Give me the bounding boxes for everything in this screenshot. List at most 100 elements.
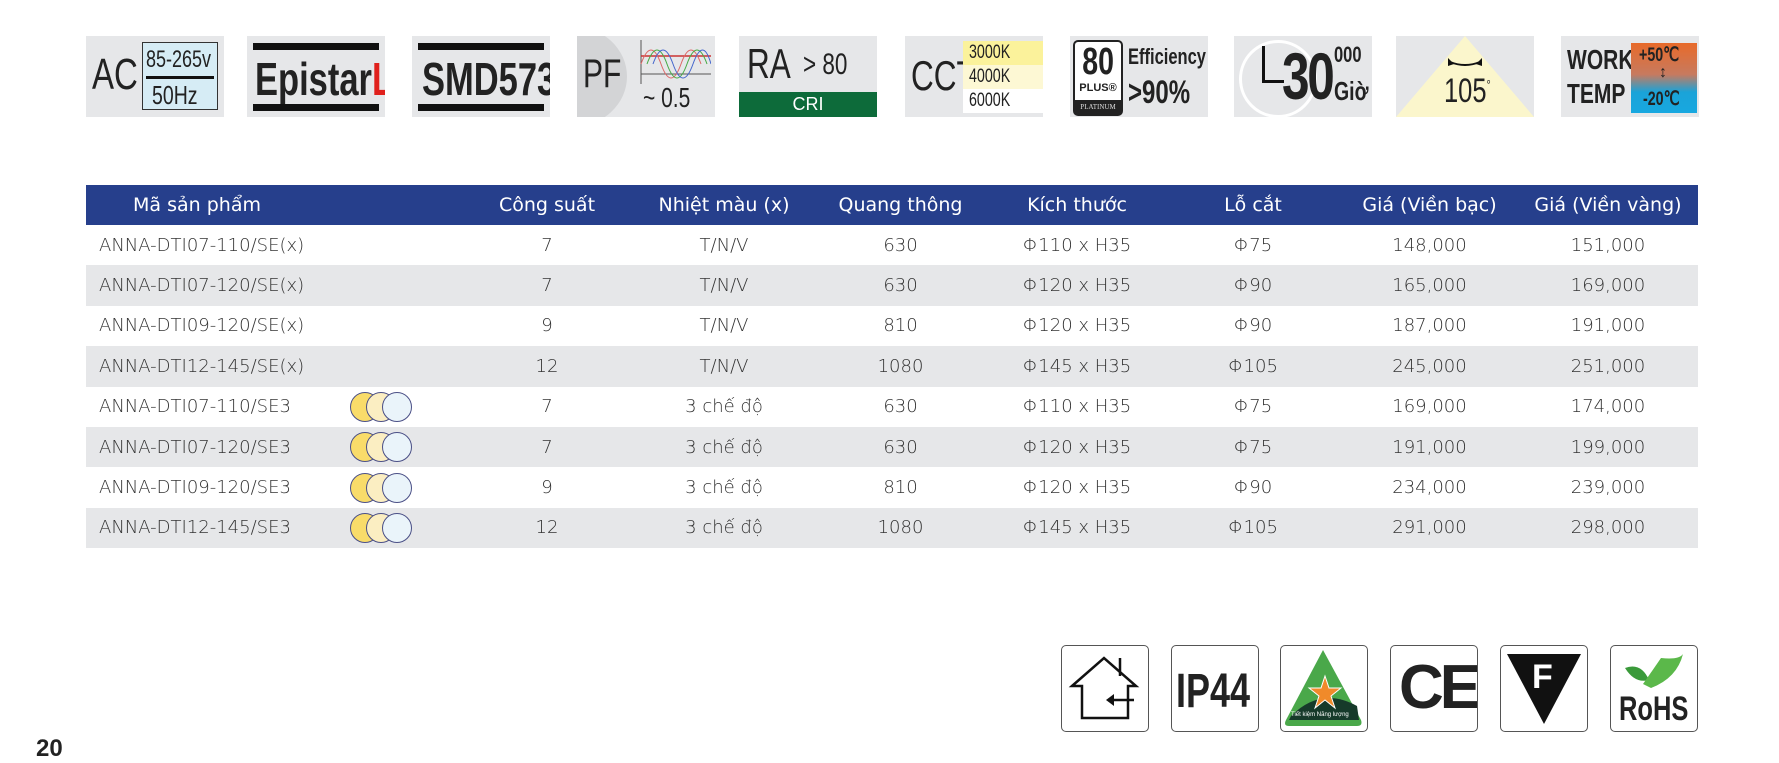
cell-power: 7 bbox=[458, 265, 636, 306]
cell-price-gold: 239,000 bbox=[1570, 477, 1646, 499]
beam-cone-icon bbox=[1396, 36, 1534, 117]
cell-price-silver: 165,000 bbox=[1341, 265, 1518, 306]
cell-price-gold: 251,000 bbox=[1518, 346, 1698, 387]
pf-value: ~ 0.5 bbox=[643, 82, 691, 113]
voltage-range: 85-265v bbox=[146, 46, 212, 73]
cell-power: 7 bbox=[541, 396, 553, 418]
lifetime-thousands: 000 bbox=[1334, 42, 1362, 67]
cell-size: Φ120 x H35 bbox=[1022, 315, 1132, 337]
cell-color-temp: 3 chế độ bbox=[636, 507, 812, 549]
cell-size: Φ145 x H35 bbox=[989, 346, 1165, 387]
clock-icon bbox=[1239, 40, 1317, 117]
table-row: ANNA-DTI09-120/SE(x) 9 T/N/V 810 Φ120 x H35 Φ… bbox=[86, 306, 1698, 346]
cell-price-silver: 234,000 bbox=[1392, 477, 1467, 499]
temp-label: TEMP bbox=[1567, 78, 1626, 109]
beam-angle-badge: 105° bbox=[1396, 36, 1534, 117]
header-power: Công suất bbox=[458, 185, 636, 225]
ra-label: RA bbox=[747, 40, 791, 87]
cell-lumen: 1080 bbox=[812, 346, 989, 387]
ac-label: AC bbox=[92, 50, 138, 99]
cell-price-gold: 151,000 bbox=[1570, 234, 1646, 256]
cell-cutout: Φ90 bbox=[1233, 477, 1273, 499]
cell-price-silver: 191,000 bbox=[1341, 426, 1518, 468]
table-row: ANNA-DTI12-145/SE3 12 3 chế độ 1080 Φ145 x H… bbox=[86, 507, 1698, 549]
chip-label: SMD5730 bbox=[422, 53, 550, 105]
cell-lumen: 630 bbox=[812, 265, 989, 306]
pf-label: PF bbox=[583, 52, 622, 96]
header-cutout: Lỗ cắt bbox=[1165, 185, 1341, 225]
work-label: WORK bbox=[1567, 44, 1634, 75]
cell-size: Φ120 x H35 bbox=[989, 426, 1165, 468]
table-row: ANNA-DTI07-120/SE3 7 3 chế độ 630 Φ120 x H35… bbox=[86, 426, 1698, 468]
cell-cutout: Φ75 bbox=[1233, 234, 1273, 256]
cell-price-silver: 245,000 bbox=[1341, 346, 1518, 387]
work-temp-badge: WORK TEMP +50℃ ↕ -20℃ bbox=[1561, 36, 1699, 117]
cell-lumen: 1080 bbox=[812, 507, 989, 549]
cell-color-modes bbox=[308, 346, 458, 387]
cell-price-silver: 291,000 bbox=[1341, 507, 1518, 549]
page-number: 20 bbox=[36, 735, 63, 762]
cell-color-modes bbox=[308, 426, 458, 468]
class-ii-indoor-cert-icon bbox=[1061, 645, 1149, 732]
header-lumen: Quang thông bbox=[812, 185, 989, 225]
cell-color-modes bbox=[308, 225, 458, 265]
table-row: ANNA-DTI12-145/SE(x) 12 T/N/V 1080 Φ145 x H3… bbox=[86, 346, 1698, 387]
cct-badge: CCT 3000K 4000K 6000K bbox=[905, 36, 1043, 117]
cell-size: Φ110 x H35 bbox=[1022, 396, 1132, 418]
cell-lumen: 810 bbox=[883, 315, 918, 337]
temp-min: -20℃ bbox=[1643, 89, 1680, 110]
rohs-cert: RoHS bbox=[1610, 645, 1698, 732]
cell-color-modes bbox=[308, 387, 458, 427]
beam-angle-value: 105° bbox=[1444, 72, 1491, 110]
table-row: ANNA-DTI07-120/SE(x) 7 T/N/V 630 Φ120 x H35 Φ… bbox=[86, 265, 1698, 306]
epistar-led-badge: EpistarLED bbox=[247, 36, 385, 117]
epistar-logo: EpistarLED bbox=[255, 53, 385, 105]
header-price-silver: Giá (Viền bạc) bbox=[1341, 185, 1518, 225]
cell-cutout: Φ90 bbox=[1233, 315, 1273, 337]
cell-product-code: ANNA-DTI09-120/SE(x) bbox=[99, 315, 305, 337]
tri-color-icon bbox=[350, 472, 416, 503]
cell-color-modes bbox=[308, 306, 458, 346]
table-header-row: Mã sản phẩm Công suất Nhiệt màu (x) Quan… bbox=[86, 185, 1698, 225]
frequency: 50Hz bbox=[152, 80, 198, 110]
temp-max: +50℃ bbox=[1639, 45, 1680, 66]
ip44-cert: IP44 bbox=[1171, 645, 1259, 732]
cell-power: 9 bbox=[541, 477, 553, 499]
cell-cutout: Φ75 bbox=[1233, 396, 1273, 418]
f-mark-cert: F bbox=[1500, 645, 1588, 732]
tri-color-icon bbox=[350, 391, 416, 422]
ra-value: > 80 bbox=[803, 48, 848, 81]
cell-price-silver: 169,000 bbox=[1392, 396, 1467, 418]
cell-cutout: Φ105 bbox=[1165, 346, 1341, 387]
cri-band: CRI bbox=[739, 92, 877, 117]
cell-color-temp: 3 chế độ bbox=[685, 477, 763, 499]
cell-color-modes bbox=[308, 507, 458, 549]
cell-product-code: ANNA-DTI09-120/SE3 bbox=[99, 477, 291, 499]
power-factor-badge: PF ~ 0.5 bbox=[577, 36, 715, 117]
ac-voltage-badge: AC 85-265v 50Hz bbox=[86, 36, 224, 117]
table-row: ANNA-DTI09-120/SE3 9 3 chế độ 810 Φ120 x H35… bbox=[86, 467, 1698, 507]
cell-color-temp: 3 chế độ bbox=[636, 426, 812, 468]
cell-cutout: Φ105 bbox=[1165, 507, 1341, 549]
cell-color-temp: T/N/V bbox=[699, 315, 749, 337]
ce-cert: CE bbox=[1390, 645, 1478, 732]
80plus-efficiency-badge: 80 PLUS® PLATINUM Efficiency >90% bbox=[1070, 36, 1208, 117]
lifetime-badge: 30 000 Giờ bbox=[1234, 36, 1372, 117]
cell-color-temp: 3 chế độ bbox=[685, 396, 763, 418]
cell-price-silver: 187,000 bbox=[1392, 315, 1467, 337]
header-product-code: Mã sản phẩm bbox=[86, 185, 458, 225]
cell-product-code: ANNA-DTI12-145/SE3 bbox=[86, 507, 308, 549]
header-color-temp: Nhiệt màu (x) bbox=[636, 185, 812, 225]
lifetime-unit: Giờ bbox=[1334, 76, 1369, 106]
cell-product-code: ANNA-DTI12-145/SE(x) bbox=[86, 346, 308, 387]
cell-cutout: Φ90 bbox=[1165, 265, 1341, 306]
cell-cutout: Φ75 bbox=[1165, 426, 1341, 468]
cell-power: 12 bbox=[458, 346, 636, 387]
product-price-table: Mã sản phẩm Công suất Nhiệt màu (x) Quan… bbox=[86, 185, 1698, 549]
cell-color-temp: T/N/V bbox=[636, 265, 812, 306]
cell-size: Φ120 x H35 bbox=[1022, 477, 1132, 499]
cell-color-modes bbox=[308, 467, 458, 507]
cell-power: 7 bbox=[541, 234, 553, 256]
tri-color-icon bbox=[350, 432, 416, 463]
table-row: ANNA-DTI07-110/SE(x) 7 T/N/V 630 Φ110 x H35 Φ… bbox=[86, 225, 1698, 265]
